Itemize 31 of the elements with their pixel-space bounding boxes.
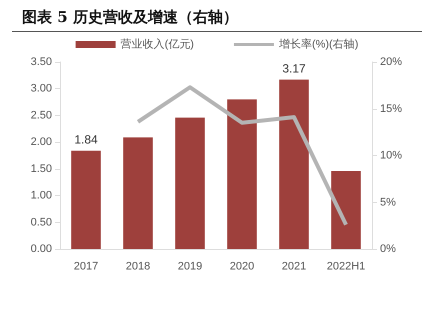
y-tick-label: 1.00 xyxy=(30,190,52,202)
y-tick-label: 2.50 xyxy=(30,109,52,122)
y2-tick-label: 5% xyxy=(380,196,396,208)
y-tick-label: 0.00 xyxy=(30,243,52,255)
y-tick-label: 2.00 xyxy=(30,136,52,148)
y2-tick-label: 20% xyxy=(380,56,402,68)
x-tick-label: 2019 xyxy=(178,260,202,272)
line-series xyxy=(136,85,348,227)
bar xyxy=(123,137,153,249)
data-label: 3.17 xyxy=(282,62,306,76)
y-tick-label: 1.50 xyxy=(30,162,52,175)
y2-tick-label: 15% xyxy=(380,102,402,115)
bar xyxy=(331,170,361,249)
x-tick-label: 2018 xyxy=(126,260,150,272)
legend-label: 营业收入(亿元) xyxy=(120,38,194,50)
bar xyxy=(227,99,257,249)
y-tick-label: 3.00 xyxy=(30,82,52,95)
x-tick-label: 2022H1 xyxy=(326,260,366,272)
y2-tick-label: 10% xyxy=(380,150,402,162)
data-label: 1.84 xyxy=(74,132,98,147)
bar xyxy=(175,118,205,249)
x-tick-label: 2020 xyxy=(230,260,254,272)
x-tick-label: 2021 xyxy=(282,260,306,272)
chart-title: 图表 5 历史营收及增速（右轴） xyxy=(22,8,238,27)
y2-tick-label: 0% xyxy=(380,243,396,255)
y-tick-label: 3.50 xyxy=(30,56,52,68)
bar xyxy=(279,80,309,249)
legend-label: 增长率(%)(右轴) xyxy=(278,38,358,50)
bar xyxy=(71,150,101,249)
x-tick-label: 2017 xyxy=(74,260,98,272)
y-tick-label: 0.50 xyxy=(30,216,52,228)
